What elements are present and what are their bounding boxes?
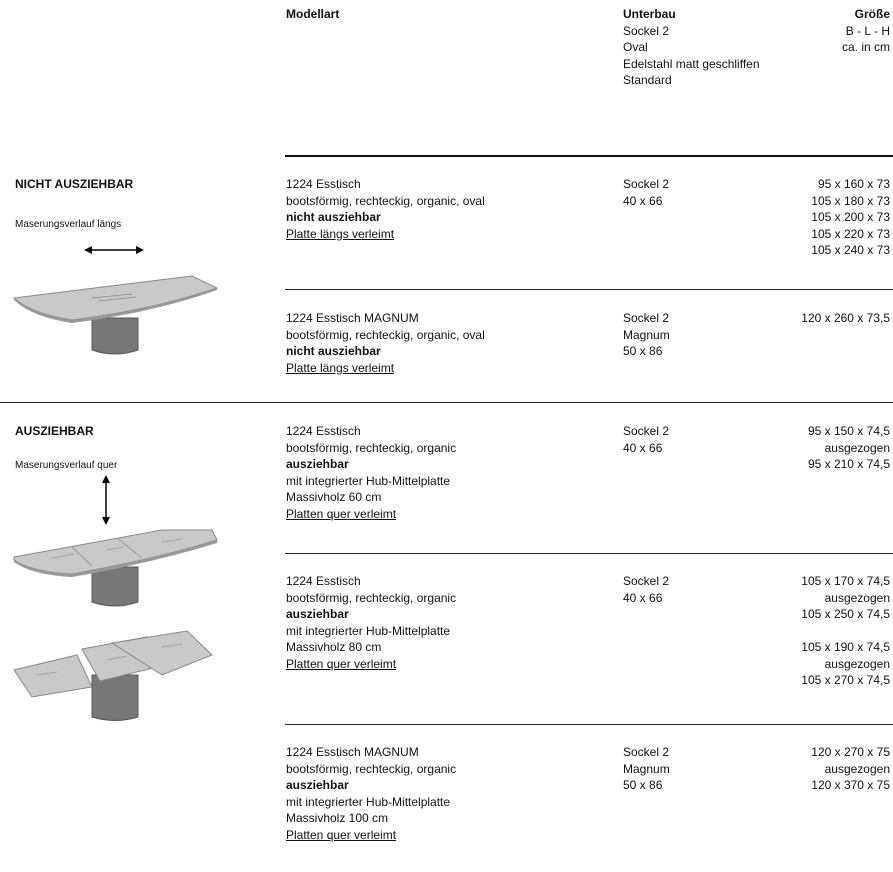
table-row-base: Sockel 2 40 x 66	[623, 573, 669, 606]
model-name: 1224 Esstisch	[286, 574, 361, 588]
model-shapes: bootsförmig, rechteckig, organic	[286, 440, 457, 455]
base-type: Sockel 2	[623, 424, 670, 438]
base-size: 50 x 86	[623, 778, 663, 792]
section-title: NICHT AUSZIEHBAR	[15, 177, 134, 191]
vertical-double-arrow-icon	[102, 475, 110, 525]
model-insert: Massivholz 60 cm	[286, 490, 382, 504]
size-value: ausgezogen	[824, 590, 890, 605]
table-extended-illustration	[13, 630, 213, 721]
model-shapes: bootsförmig, rechteckig, organic, oval	[286, 193, 485, 208]
table-extendable-illustration	[13, 529, 218, 607]
base-type: Sockel 2	[623, 311, 670, 325]
table-row-base: Sockel 2 40 x 66	[623, 423, 669, 456]
model-feature: mit integrierter Hub-Mittelplatte	[286, 473, 451, 488]
size-value: 95 x 150 x 74,5	[807, 424, 890, 438]
table-row-sizes: 120 x 270 x 75 ausgezogen 120 x 370 x 75	[710, 744, 890, 794]
table-row-sizes: 105 x 170 x 74,5 ausgezogen 105 x 250 x …	[710, 573, 890, 689]
size-value: 95 x 160 x 73	[817, 177, 890, 191]
size-value: 105 x 170 x 74,5	[801, 574, 890, 588]
size-value: 105 x 270 x 74,5	[801, 673, 890, 687]
model-extension: ausziehbar	[286, 778, 349, 792]
size-value: 105 x 180 x 73	[811, 193, 890, 208]
grain-direction-label: Maserungsverlauf quer	[15, 460, 118, 471]
size-value: 105 x 250 x 74,5	[801, 607, 890, 621]
model-gluing: Platten quer verleimt	[286, 656, 397, 671]
model-feature: mit integrierter Hub-Mittelplatte	[286, 623, 451, 638]
size-value: 105 x 240 x 73	[811, 243, 890, 257]
model-insert: Massivholz 80 cm	[286, 640, 382, 654]
base-type: Sockel 2	[623, 574, 670, 588]
model-gluing: Platte längs verleimt	[286, 226, 395, 241]
base-type: Sockel 2	[623, 177, 670, 191]
model-name: 1224 Esstisch MAGNUM	[286, 311, 419, 325]
header-model-label: Modellart	[286, 7, 340, 21]
model-name: 1224 Esstisch	[286, 177, 361, 191]
model-name: 1224 Esstisch MAGNUM	[286, 745, 419, 759]
model-gluing: Platten quer verleimt	[286, 827, 397, 842]
header-base-line: Sockel 2	[623, 23, 670, 38]
table-row-sizes: 95 x 150 x 74,5 ausgezogen 95 x 210 x 74…	[710, 423, 890, 473]
model-feature: mit integrierter Hub-Mittelplatte	[286, 794, 451, 809]
grain-direction-label: Maserungsverlauf längs	[15, 219, 122, 230]
table-row-model: 1224 Esstisch MAGNUM bootsförmig, rechte…	[286, 744, 456, 843]
model-extension: nicht ausziehbar	[286, 344, 381, 358]
row-divider	[285, 289, 893, 290]
row-divider	[285, 724, 893, 725]
model-shapes: bootsförmig, rechteckig, organic, oval	[286, 327, 485, 342]
size-value: ausgezogen	[824, 656, 890, 671]
header-base-line: Standard	[623, 73, 672, 87]
size-value: 120 x 370 x 75	[811, 778, 890, 792]
base-variant: Magnum	[623, 327, 670, 342]
size-value: 105 x 200 x 73	[811, 210, 890, 224]
section-title: AUSZIEHBAR	[15, 424, 94, 438]
header-base-line: Edelstahl matt geschliffen	[623, 56, 760, 71]
header-divider	[285, 155, 893, 157]
table-fixed-illustration	[12, 275, 219, 355]
model-shapes: bootsförmig, rechteckig, organic	[286, 761, 457, 776]
model-extension: nicht ausziehbar	[286, 210, 381, 224]
size-value: 105 x 190 x 74,5	[801, 640, 890, 654]
model-extension: ausziehbar	[286, 457, 349, 471]
header-base-label: Unterbau	[623, 7, 676, 21]
table-row-sizes: 95 x 160 x 73 105 x 180 x 73 105 x 200 x…	[710, 176, 890, 259]
size-value: 105 x 220 x 73	[811, 226, 890, 241]
base-size: 40 x 66	[623, 590, 663, 605]
header-size-line: B - L - H	[845, 23, 890, 38]
table-row-model: 1224 Esstisch bootsförmig, rechteckig, o…	[286, 423, 456, 522]
base-variant: Magnum	[623, 761, 670, 776]
model-name: 1224 Esstisch	[286, 424, 361, 438]
size-value: ausgezogen	[824, 761, 890, 776]
model-extension: ausziehbar	[286, 607, 349, 621]
model-gluing: Platten quer verleimt	[286, 506, 397, 521]
size-value: 120 x 260 x 73,5	[801, 311, 890, 325]
base-size: 40 x 66	[623, 440, 663, 455]
size-value: ausgezogen	[824, 440, 890, 455]
table-row-base: Sockel 2 Magnum 50 x 86	[623, 310, 670, 360]
size-value: 120 x 270 x 75	[811, 745, 890, 759]
header-base-line: Oval	[623, 40, 648, 54]
horizontal-double-arrow-icon	[84, 246, 144, 254]
section-divider	[0, 402, 893, 403]
header-size-line: ca. in cm	[841, 40, 890, 54]
size-value: 95 x 210 x 74,5	[807, 457, 890, 471]
size-spacer	[710, 623, 890, 640]
header-size: Größe B - L - H ca. in cm	[770, 6, 890, 56]
base-type: Sockel 2	[623, 745, 670, 759]
model-gluing: Platte längs verleimt	[286, 360, 395, 375]
table-row-sizes: 120 x 260 x 73,5	[710, 310, 890, 327]
base-size: 50 x 86	[623, 344, 663, 358]
table-row-base: Sockel 2 Magnum 50 x 86	[623, 744, 670, 794]
row-divider	[285, 553, 893, 554]
table-row-model: 1224 Esstisch bootsförmig, rechteckig, o…	[286, 176, 485, 242]
header-size-label: Größe	[854, 7, 890, 21]
header-base: Unterbau Sockel 2 Oval Edelstahl matt ge…	[623, 6, 760, 89]
table-row-model: 1224 Esstisch bootsförmig, rechteckig, o…	[286, 573, 456, 672]
table-row-model: 1224 Esstisch MAGNUM bootsförmig, rechte…	[286, 310, 485, 376]
model-shapes: bootsförmig, rechteckig, organic	[286, 590, 457, 605]
model-insert: Massivholz 100 cm	[286, 811, 389, 825]
table-row-base: Sockel 2 40 x 66	[623, 176, 669, 209]
base-size: 40 x 66	[623, 193, 663, 208]
